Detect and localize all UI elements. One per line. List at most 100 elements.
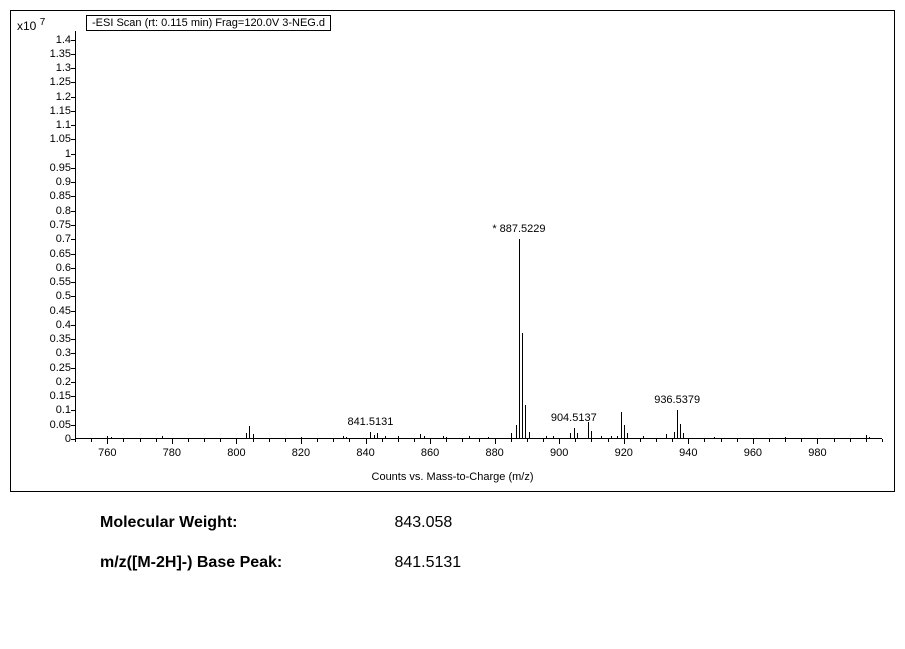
y-tick-mark xyxy=(71,296,75,297)
spectrum-peak xyxy=(643,436,644,439)
y-exponent-label: x10 7 xyxy=(17,17,45,33)
spectrum-peak xyxy=(588,422,589,439)
x-tick-mark xyxy=(172,439,173,444)
spectrum-peak xyxy=(346,437,347,439)
x-minor-mark xyxy=(672,439,673,442)
peak-label: 904.5137 xyxy=(551,412,597,424)
spectrum-peak xyxy=(420,434,421,439)
x-minor-mark xyxy=(834,439,835,442)
mw-label: Molecular Weight: xyxy=(100,514,390,532)
spectrum-peak xyxy=(525,405,526,439)
x-minor-mark xyxy=(769,439,770,442)
x-minor-mark xyxy=(850,439,851,442)
x-minor-mark xyxy=(527,439,528,442)
x-minor-mark xyxy=(269,439,270,442)
peak-label: 936.5379 xyxy=(654,394,700,406)
y-axis-line xyxy=(75,31,76,439)
x-tick-mark xyxy=(301,439,302,444)
y-tick-mark xyxy=(71,139,75,140)
spectrum-peak xyxy=(162,436,163,439)
x-minor-mark xyxy=(737,439,738,442)
x-minor-mark xyxy=(123,439,124,442)
spectrum-peak xyxy=(443,436,444,439)
y-tick-mark xyxy=(71,182,75,183)
spectrum-peak xyxy=(424,436,425,439)
base-peak-label: m/z([M-2H]-) Base Peak: xyxy=(100,554,390,572)
x-minor-mark xyxy=(349,439,350,442)
y-tick-mark xyxy=(71,382,75,383)
x-tick-mark xyxy=(753,439,754,444)
spectrum-peak xyxy=(246,433,247,439)
x-minor-mark xyxy=(446,439,447,442)
spectrum-peak xyxy=(488,437,489,439)
peak-label: 841.5131 xyxy=(347,416,393,428)
y-tick-mark xyxy=(71,254,75,255)
molecular-weight-row: Molecular Weight: 843.058 xyxy=(100,514,895,532)
x-tick-mark xyxy=(495,439,496,444)
spectrum-peak xyxy=(570,433,571,439)
spectrum-peak xyxy=(677,410,678,439)
spectrum-peak xyxy=(374,435,375,439)
x-tick-mark xyxy=(559,439,560,444)
spectrum-peak xyxy=(624,425,625,439)
x-minor-mark xyxy=(801,439,802,442)
mw-value: 843.058 xyxy=(394,514,452,531)
spectrum-peak xyxy=(869,437,870,439)
spectrum-peak xyxy=(377,433,378,439)
spectrum-peak xyxy=(591,431,592,439)
spectrum-peak xyxy=(249,426,250,439)
spectrum-peak xyxy=(621,412,622,439)
x-minor-mark xyxy=(398,439,399,442)
x-minor-mark xyxy=(640,439,641,442)
y-tick-mark xyxy=(71,54,75,55)
y-tick-mark xyxy=(71,125,75,126)
x-minor-mark xyxy=(382,439,383,442)
spectrum-peak xyxy=(785,437,786,439)
x-minor-mark xyxy=(75,439,76,442)
x-minor-mark xyxy=(721,439,722,442)
y-tick-mark xyxy=(71,82,75,83)
x-minor-mark xyxy=(704,439,705,442)
x-minor-mark xyxy=(140,439,141,442)
spectrum-peak xyxy=(516,425,517,439)
spectrum-peak xyxy=(165,438,166,439)
y-tick-mark xyxy=(71,196,75,197)
spectrum-peak xyxy=(680,424,681,439)
spectrum-peak xyxy=(111,437,112,439)
y-tick-mark xyxy=(71,282,75,283)
x-minor-mark xyxy=(414,439,415,442)
spectrum-peak xyxy=(107,436,108,439)
y-tick-mark xyxy=(71,325,75,326)
y-tick-mark xyxy=(71,225,75,226)
x-minor-mark xyxy=(91,439,92,442)
x-minor-mark xyxy=(156,439,157,442)
y-tick-mark xyxy=(71,353,75,354)
spectrum-peak xyxy=(511,433,512,439)
spectrum-peak xyxy=(522,333,523,439)
spectrum-chart: x10 7 -ESI Scan (rt: 0.115 min) Frag=120… xyxy=(10,10,895,492)
spectrum-peak xyxy=(574,428,575,439)
spectrum-peak xyxy=(611,436,612,439)
y-tick-mark xyxy=(71,410,75,411)
spectrum-peak xyxy=(674,432,675,439)
y-tick-mark xyxy=(71,68,75,69)
peak-label: * 887.5229 xyxy=(492,223,545,235)
y-tick-mark xyxy=(71,396,75,397)
spectrum-peak xyxy=(601,436,602,439)
x-minor-mark xyxy=(333,439,334,442)
x-minor-mark xyxy=(220,439,221,442)
x-minor-mark xyxy=(575,439,576,442)
y-tick-mark xyxy=(71,425,75,426)
x-minor-mark xyxy=(591,439,592,442)
y-tick-mark xyxy=(71,339,75,340)
x-minor-mark xyxy=(479,439,480,442)
spectrum-peak xyxy=(617,436,618,439)
x-minor-mark xyxy=(285,439,286,442)
exp-text: x10 xyxy=(17,19,36,33)
y-tick-mark xyxy=(71,239,75,240)
x-minor-mark xyxy=(882,439,883,442)
x-tick-mark xyxy=(366,439,367,444)
spectrum-peak xyxy=(343,436,344,439)
spectrum-peak xyxy=(714,437,715,439)
x-minor-mark xyxy=(253,439,254,442)
